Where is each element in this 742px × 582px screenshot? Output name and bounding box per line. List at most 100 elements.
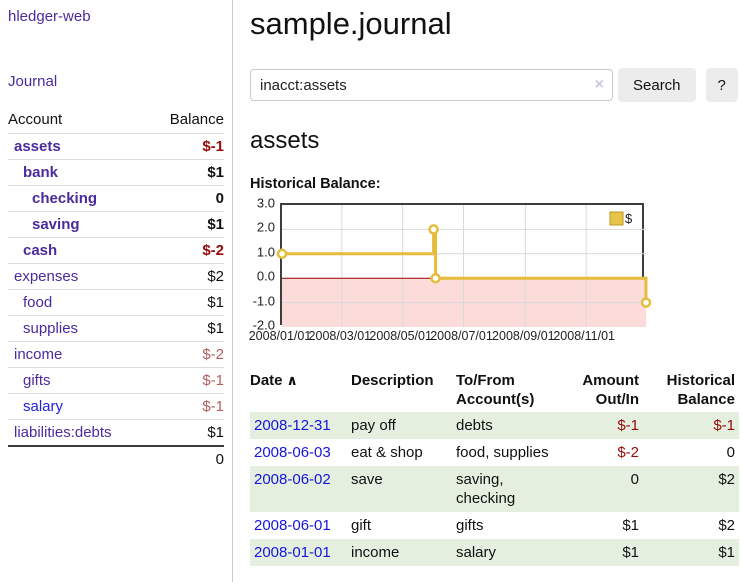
txn-balance: $-1 bbox=[713, 417, 735, 434]
search-input[interactable] bbox=[250, 69, 613, 101]
transaction-row: 2008-01-01 income salary $1 $1 bbox=[250, 539, 739, 566]
accounts-table-body: assets $-1 bank $1 checking 0 saving $1 cash $-2 e… bbox=[8, 133, 224, 447]
account-link-food[interactable]: food bbox=[23, 294, 53, 311]
transaction-row: 2008-06-01 gift gifts $1 $2 bbox=[250, 512, 739, 539]
sidebar-item-journal[interactable]: Journal bbox=[8, 73, 58, 90]
x-tick-label: 2008/05/01 bbox=[369, 329, 432, 343]
account-name-cell: liabilities:debts bbox=[8, 420, 150, 447]
account-balance: $1 bbox=[207, 216, 224, 233]
account-name-cell: gifts bbox=[8, 368, 150, 394]
account-link-saving[interactable]: saving bbox=[32, 216, 80, 233]
txn-description: save bbox=[351, 471, 383, 488]
txn-balance: $2 bbox=[718, 471, 735, 488]
txn-amount: 0 bbox=[630, 471, 639, 488]
account-name-cell: cash bbox=[8, 238, 150, 264]
txn-accounts: debts bbox=[456, 417, 493, 434]
txn-description: income bbox=[351, 544, 400, 561]
accounts-table: Account Balance assets $-1 bank $1 checking 0… bbox=[8, 107, 224, 472]
txn-col-amount-out-in: Amount Out/In bbox=[582, 372, 639, 408]
account-name-cell: saving bbox=[8, 212, 150, 238]
transactions-table: Date ∧ Description To/From Account(s) Amount O… bbox=[250, 368, 739, 566]
accounts-total-spacer bbox=[8, 446, 150, 472]
sidebar-nav: Journal bbox=[8, 73, 224, 91]
x-tick-label: 2008/11/01 bbox=[553, 329, 615, 343]
account-link-salary[interactable]: salary bbox=[23, 398, 64, 415]
account-balance: $2 bbox=[207, 268, 224, 285]
account-balance: $-1 bbox=[202, 398, 224, 415]
legend-label: $ bbox=[625, 211, 633, 226]
account-row: food $1 bbox=[8, 289, 224, 316]
txn-amount: $-1 bbox=[617, 417, 639, 434]
brand: hledger-web bbox=[8, 8, 224, 26]
account-balance: $1 bbox=[207, 164, 224, 181]
legend-swatch bbox=[609, 211, 624, 226]
account-link-cash[interactable]: cash bbox=[23, 242, 58, 259]
account-link-checking[interactable]: checking bbox=[32, 190, 98, 207]
account-link-gifts[interactable]: gifts bbox=[23, 372, 51, 389]
sort-ascending-icon[interactable]: ∧ bbox=[286, 372, 298, 388]
txn-balance: 0 bbox=[726, 444, 735, 461]
account-link-liabilities-debts[interactable]: liabilities:debts bbox=[14, 424, 112, 441]
historical-balance-chart: 3.0 2.0 1.0 0.0 -1.0 -2.0 $ 2008/01/01 2008/03… bbox=[249, 196, 739, 345]
data-point-marker bbox=[430, 272, 441, 284]
account-balance: $-2 bbox=[202, 346, 224, 363]
y-tick-label: 0.0 bbox=[256, 268, 275, 284]
account-name-cell: assets bbox=[8, 134, 150, 160]
x-tick-label: 2008/03/01 bbox=[308, 329, 372, 343]
brand-link[interactable]: hledger-web bbox=[8, 8, 91, 25]
txn-description: eat & shop bbox=[351, 444, 423, 461]
account-name-cell: salary bbox=[8, 394, 150, 420]
txn-date-link[interactable]: 2008-06-02 bbox=[254, 471, 331, 488]
account-row: saving $1 bbox=[8, 211, 224, 238]
chart-plot-area: $ bbox=[276, 203, 652, 327]
txn-accounts: salary bbox=[456, 544, 497, 561]
account-link-bank[interactable]: bank bbox=[23, 164, 59, 181]
txn-amount: $1 bbox=[622, 544, 639, 561]
account-name-cell: bank bbox=[8, 160, 150, 186]
account-balance: $1 bbox=[207, 294, 224, 311]
txn-date-cell: 2008-12-31 bbox=[250, 412, 351, 439]
account-row: expenses $2 bbox=[8, 263, 224, 290]
y-tick-label: -1.0 bbox=[252, 293, 275, 309]
account-link-expenses[interactable]: expenses bbox=[14, 268, 79, 285]
chart-title: Historical Balance: bbox=[250, 176, 381, 192]
account-balance: $-2 bbox=[202, 242, 224, 259]
txn-accounts: saving, checking bbox=[456, 471, 516, 507]
account-name-cell: food bbox=[8, 290, 150, 316]
page-title: sample.journal bbox=[250, 6, 452, 41]
account-link-assets[interactable]: assets bbox=[14, 138, 61, 155]
y-tick-label: 1.0 bbox=[256, 244, 275, 260]
account-row: salary $-1 bbox=[8, 393, 224, 420]
x-tick-label: 2008/07/01 bbox=[430, 329, 493, 343]
account-name-cell: expenses bbox=[8, 264, 150, 290]
account-heading: assets bbox=[250, 127, 320, 154]
search-field-wrap: × bbox=[250, 69, 613, 101]
search-button[interactable]: Search bbox=[618, 68, 696, 102]
y-tick-label: 3.0 bbox=[256, 195, 275, 211]
clear-search-icon[interactable]: × bbox=[594, 76, 604, 93]
txn-date-link[interactable]: 2008-01-01 bbox=[254, 544, 331, 561]
txn-col-to-from-account-s-: To/From Account(s) bbox=[456, 372, 535, 408]
txn-date-link[interactable]: 2008-06-03 bbox=[254, 444, 331, 461]
transaction-row: 2008-12-31 pay off debts $-1 $-1 bbox=[250, 412, 739, 439]
main-content: sample.journal × Search ? assets Histori… bbox=[233, 0, 742, 582]
txn-date-link[interactable]: 2008-06-01 bbox=[254, 517, 331, 534]
accounts-total-row: 0 bbox=[8, 446, 224, 472]
help-button[interactable]: ? bbox=[705, 68, 738, 102]
account-name-cell: income bbox=[8, 342, 150, 368]
txn-col-date[interactable]: Date ∧ bbox=[250, 372, 298, 389]
account-row: gifts $-1 bbox=[8, 367, 224, 394]
account-name-cell: checking bbox=[8, 186, 150, 212]
data-point-marker bbox=[428, 224, 439, 235]
txn-date-cell: 2008-06-01 bbox=[250, 512, 351, 539]
txn-date-link[interactable]: 2008-12-31 bbox=[254, 417, 331, 434]
account-link-supplies[interactable]: supplies bbox=[23, 320, 79, 337]
txn-col-historical-balance: Historical Balance bbox=[666, 372, 735, 408]
account-balance: 0 bbox=[215, 190, 224, 207]
txn-balance: $2 bbox=[718, 517, 735, 534]
txn-balance: $1 bbox=[718, 544, 735, 561]
accounts-col-account: Account bbox=[8, 111, 63, 128]
txn-accounts: gifts bbox=[456, 517, 484, 534]
sidebar: hledger-web Journal Account Balance asse… bbox=[0, 0, 233, 582]
account-link-income[interactable]: income bbox=[14, 346, 63, 363]
